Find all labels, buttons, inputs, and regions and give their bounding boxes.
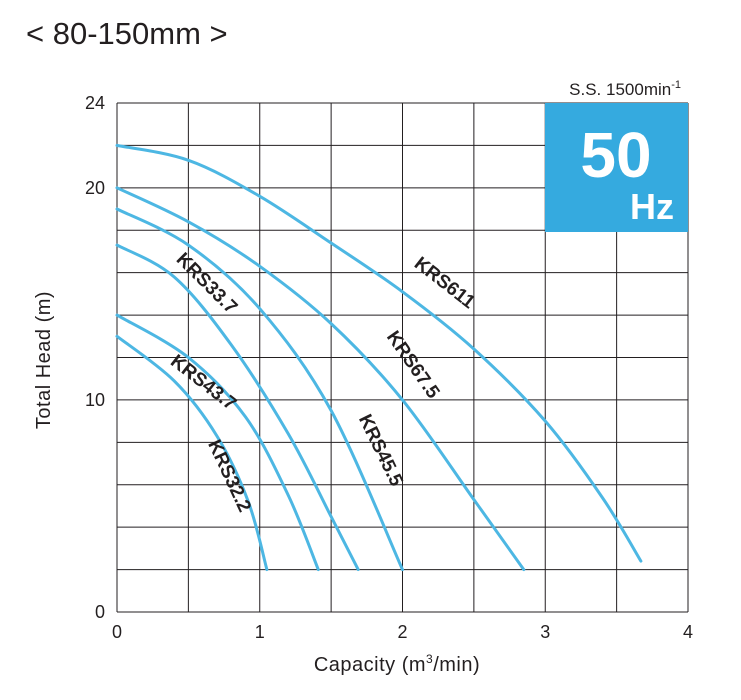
x-tick-label: 2 (397, 622, 407, 642)
x-tick-label: 1 (255, 622, 265, 642)
y-tick-label: 24 (85, 93, 105, 113)
speed-label: S.S. 1500min-1 (569, 79, 681, 99)
page-heading: < 80-150mm > (26, 16, 228, 51)
curve-krs33-7 (115, 243, 360, 572)
y-tick-label: 10 (85, 390, 105, 410)
curve-krs32-2 (115, 334, 269, 572)
speed-exponent: -1 (671, 79, 681, 91)
frequency-badge (545, 103, 688, 232)
x-axis-title-main: Capacity (m (314, 654, 426, 676)
x-tick-label: 3 (540, 622, 550, 642)
x-axis-title: Capacity (m3/min) (314, 652, 480, 676)
x-tick-label: 0 (112, 622, 122, 642)
curve-krs45-5 (115, 207, 404, 572)
y-tick-label: 20 (85, 178, 105, 198)
curve-krs43-7 (115, 313, 320, 572)
curve-krs611 (115, 143, 643, 563)
x-axis-title-end: /min) (433, 654, 480, 676)
x-tick-label: 4 (683, 622, 693, 642)
badge-frequency: 50 (580, 119, 651, 191)
label-krs67-5: KRS67.5 (382, 327, 444, 403)
curve-krs67-5 (115, 186, 526, 572)
x-axis-title-sup: 3 (426, 652, 433, 666)
curve-labels: KRS611KRS67.5KRS45.5KRS33.7KRS43.7KRS32.… (166, 249, 479, 516)
axis-ticks: 0 1 2 3 4 0 10 20 24 (85, 93, 693, 642)
y-tick-label: 0 (95, 602, 105, 622)
badge-unit: Hz (630, 186, 674, 227)
y-axis-title: Total Head (m) (33, 291, 55, 429)
performance-curves (115, 143, 643, 572)
speed-label-text: S.S. 1500min (569, 80, 671, 99)
label-krs32-2: KRS32.2 (203, 437, 255, 516)
